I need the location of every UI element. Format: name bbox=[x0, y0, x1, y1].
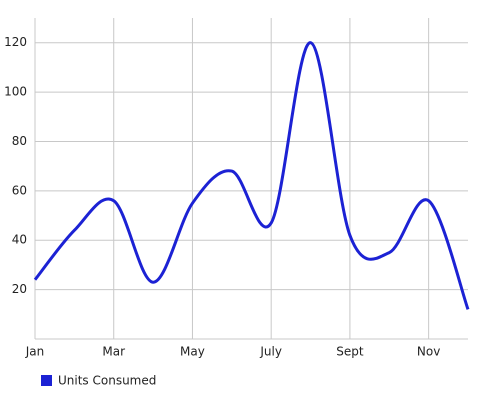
y-tick-label: 120 bbox=[4, 35, 27, 49]
x-tick-label: May bbox=[180, 345, 205, 359]
x-tick-label: Sept bbox=[336, 345, 364, 359]
x-tick-label: July bbox=[259, 345, 282, 359]
y-tick-label: 100 bbox=[4, 85, 27, 99]
y-tick-label: 80 bbox=[12, 134, 27, 148]
x-tick-label: Nov bbox=[417, 345, 440, 359]
x-tick-label: Mar bbox=[102, 345, 125, 359]
legend-swatch bbox=[41, 375, 52, 386]
y-tick-label: 60 bbox=[12, 183, 27, 197]
y-tick-label: 40 bbox=[12, 233, 27, 247]
y-tick-label: 20 bbox=[12, 282, 27, 296]
legend-label: Units Consumed bbox=[58, 374, 156, 388]
x-tick-label: Jan bbox=[25, 345, 45, 359]
line bbox=[33, 41, 470, 310]
